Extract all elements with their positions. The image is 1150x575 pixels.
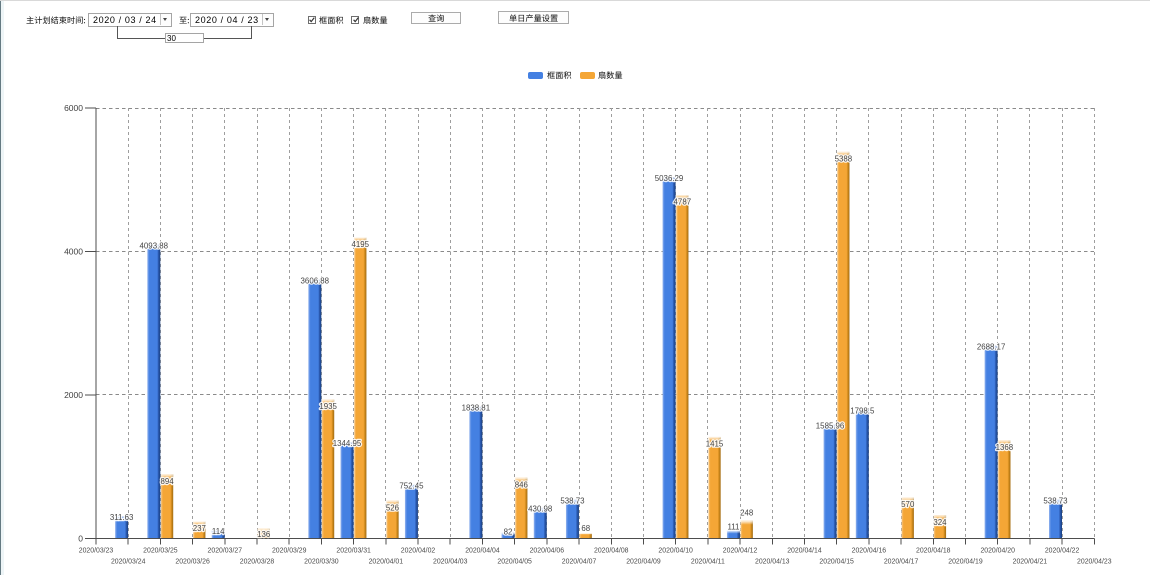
svg-text:2688.17: 2688.17 bbox=[977, 342, 1006, 351]
svg-text:1935: 1935 bbox=[319, 402, 337, 411]
svg-text:111: 111 bbox=[727, 523, 739, 532]
svg-text:1585.96: 1585.96 bbox=[816, 422, 845, 431]
svg-text:1798.5: 1798.5 bbox=[850, 406, 875, 415]
svg-text:2020/04/01: 2020/04/01 bbox=[369, 559, 404, 566]
svg-text:846: 846 bbox=[515, 480, 529, 489]
svg-text:538.73: 538.73 bbox=[1043, 497, 1068, 506]
svg-text:1344.95: 1344.95 bbox=[333, 439, 362, 448]
svg-text:538.73: 538.73 bbox=[560, 497, 585, 506]
svg-text:324: 324 bbox=[933, 518, 947, 527]
svg-text:2020/04/15: 2020/04/15 bbox=[819, 559, 854, 566]
svg-text:2020/04/08: 2020/04/08 bbox=[594, 548, 629, 555]
svg-text:311.63: 311.63 bbox=[110, 513, 134, 522]
svg-text:2020/04/09: 2020/04/09 bbox=[626, 559, 661, 566]
svg-text:430.98: 430.98 bbox=[528, 504, 553, 513]
svg-text:2020/03/28: 2020/03/28 bbox=[240, 559, 275, 566]
svg-text:2020/04/21: 2020/04/21 bbox=[1013, 559, 1048, 566]
svg-text:2020/04/23: 2020/04/23 bbox=[1077, 559, 1112, 566]
svg-text:526: 526 bbox=[386, 503, 400, 512]
svg-text:5036.29: 5036.29 bbox=[655, 174, 684, 183]
svg-text:4195: 4195 bbox=[352, 240, 370, 249]
svg-text:237: 237 bbox=[193, 524, 206, 533]
svg-text:2020/03/27: 2020/03/27 bbox=[208, 548, 243, 555]
svg-text:4787: 4787 bbox=[674, 198, 692, 207]
svg-text:2000: 2000 bbox=[64, 390, 83, 400]
svg-text:2020/03/25: 2020/03/25 bbox=[143, 548, 178, 555]
svg-text:2020/04/13: 2020/04/13 bbox=[755, 559, 790, 566]
svg-text:4000: 4000 bbox=[64, 247, 83, 257]
svg-text:2020/04/07: 2020/04/07 bbox=[562, 559, 597, 566]
svg-text:2020/04/03: 2020/04/03 bbox=[433, 559, 468, 566]
svg-text:2020/04/18: 2020/04/18 bbox=[916, 548, 951, 555]
svg-text:1838.81: 1838.81 bbox=[462, 403, 491, 412]
svg-text:2020/03/24: 2020/03/24 bbox=[111, 559, 146, 566]
svg-text:136: 136 bbox=[257, 530, 271, 539]
svg-text:114: 114 bbox=[212, 527, 225, 536]
svg-text:2020/03/23: 2020/03/23 bbox=[79, 548, 114, 555]
svg-text:82: 82 bbox=[504, 527, 513, 536]
svg-text:2020/04/20: 2020/04/20 bbox=[980, 548, 1015, 555]
svg-text:2020/04/19: 2020/04/19 bbox=[948, 559, 983, 566]
svg-text:2020/04/12: 2020/04/12 bbox=[723, 548, 758, 555]
svg-text:5388: 5388 bbox=[835, 154, 853, 163]
svg-text:2020/03/29: 2020/03/29 bbox=[272, 548, 307, 555]
svg-text:0: 0 bbox=[78, 534, 83, 544]
svg-text:894: 894 bbox=[160, 477, 174, 486]
svg-text:68: 68 bbox=[581, 524, 590, 533]
svg-text:6000: 6000 bbox=[64, 103, 83, 113]
svg-text:2020/04/10: 2020/04/10 bbox=[658, 548, 693, 555]
svg-text:2020/04/11: 2020/04/11 bbox=[691, 559, 725, 566]
svg-text:2020/04/17: 2020/04/17 bbox=[884, 559, 919, 566]
svg-text:3606.88: 3606.88 bbox=[301, 277, 330, 286]
svg-text:2020/04/14: 2020/04/14 bbox=[787, 548, 822, 555]
svg-text:570: 570 bbox=[901, 500, 915, 509]
svg-text:248: 248 bbox=[740, 509, 754, 518]
svg-text:2020/03/30: 2020/03/30 bbox=[304, 559, 339, 566]
svg-text:2020/04/22: 2020/04/22 bbox=[1045, 548, 1080, 555]
svg-text:2020/04/16: 2020/04/16 bbox=[852, 548, 887, 555]
svg-text:2020/03/26: 2020/03/26 bbox=[175, 559, 210, 566]
svg-text:2020/04/04: 2020/04/04 bbox=[465, 548, 500, 555]
svg-text:4093.88: 4093.88 bbox=[140, 242, 169, 251]
svg-text:2020/04/05: 2020/04/05 bbox=[497, 559, 532, 566]
svg-text:752.45: 752.45 bbox=[399, 481, 424, 490]
svg-text:2020/04/06: 2020/04/06 bbox=[530, 548, 565, 555]
svg-text:2020/04/02: 2020/04/02 bbox=[401, 548, 436, 555]
svg-text:1368: 1368 bbox=[996, 443, 1014, 452]
svg-text:1415: 1415 bbox=[706, 439, 724, 448]
svg-text:2020/03/31: 2020/03/31 bbox=[336, 548, 371, 555]
